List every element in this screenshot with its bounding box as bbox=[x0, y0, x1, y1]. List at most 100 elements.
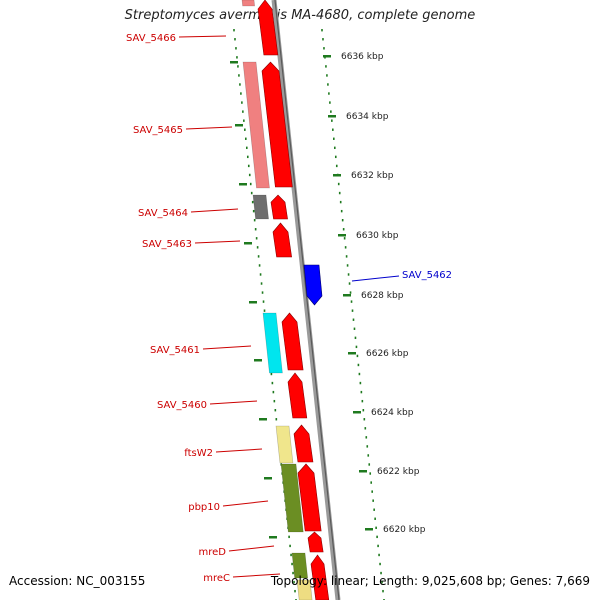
right-major-tick bbox=[338, 234, 346, 237]
scale-dot bbox=[335, 164, 338, 168]
scale-dot bbox=[248, 173, 251, 177]
right-major-tick bbox=[348, 352, 356, 355]
backbone-line bbox=[271, 0, 341, 600]
scale-dot bbox=[344, 246, 347, 249]
gene-label-leader bbox=[209, 400, 258, 405]
scale-dot bbox=[275, 418, 278, 421]
gene-label-left: mreC bbox=[203, 573, 230, 584]
scale-dot bbox=[259, 273, 262, 276]
forward-gene-arrow bbox=[270, 194, 288, 220]
gene-label-leader bbox=[222, 500, 269, 507]
scale-dot bbox=[370, 481, 373, 484]
scale-label: 6622 kbp bbox=[377, 467, 420, 477]
scale-dot bbox=[366, 445, 369, 448]
forward-gene-arrow bbox=[281, 312, 304, 371]
scale-dot bbox=[333, 137, 335, 140]
scale-dot bbox=[293, 580, 295, 584]
scale-dot bbox=[363, 418, 366, 421]
right-major-tick bbox=[343, 294, 351, 297]
gene-track-gold bbox=[296, 579, 313, 600]
scale-dot bbox=[339, 200, 342, 204]
left-major-tick bbox=[244, 242, 252, 245]
scale-dot bbox=[250, 191, 253, 195]
forward-gene-arrow bbox=[307, 531, 324, 553]
scale-dot bbox=[247, 164, 250, 168]
scale-dot bbox=[349, 291, 352, 294]
scale-dot bbox=[342, 228, 345, 231]
scale-dot bbox=[367, 454, 370, 457]
gene-label-left: SAV_5463 bbox=[142, 239, 192, 250]
scale-dot bbox=[322, 38, 324, 41]
gene-track-grey bbox=[252, 194, 269, 220]
scale-dot bbox=[333, 146, 336, 150]
right-major-tick bbox=[323, 55, 331, 58]
scale-label: 6636 kbp bbox=[341, 52, 384, 62]
gene-label-left: SAV_5460 bbox=[157, 400, 207, 411]
scale-dot bbox=[373, 508, 375, 511]
scale-dot bbox=[245, 146, 248, 150]
gene-label-left: SAV_5466 bbox=[126, 33, 176, 44]
scale-dot bbox=[337, 182, 340, 186]
forward-gene-arrow bbox=[261, 61, 293, 188]
gene-label-left: mreD bbox=[199, 547, 227, 558]
scale-dot bbox=[234, 38, 236, 41]
scale-dot bbox=[346, 264, 349, 267]
scale-dot bbox=[270, 372, 273, 376]
scale-dot bbox=[358, 372, 361, 376]
left-major-tick bbox=[230, 61, 238, 64]
scale-dot bbox=[272, 390, 275, 394]
scale-dot bbox=[274, 409, 277, 412]
scale-dot bbox=[345, 255, 348, 258]
scale-dot bbox=[262, 300, 265, 303]
scale-dot bbox=[380, 571, 382, 575]
right-major-tick bbox=[328, 115, 336, 118]
gene-track-olive bbox=[291, 552, 309, 579]
scale-dot bbox=[294, 589, 296, 593]
scale-dot bbox=[323, 47, 325, 50]
backbone-edge bbox=[274, 0, 340, 600]
forward-gene-arrow bbox=[310, 554, 330, 600]
forward-gene-arrow bbox=[287, 372, 308, 419]
scale-dot bbox=[368, 463, 371, 466]
scale-label: 6628 kbp bbox=[361, 291, 404, 301]
scale-dot bbox=[327, 83, 329, 86]
gene-track-olive bbox=[280, 463, 304, 533]
left-major-tick bbox=[239, 183, 247, 186]
left-major-tick bbox=[235, 124, 243, 127]
scale-dot bbox=[376, 535, 378, 539]
gene-label-left: SAV_5465 bbox=[133, 125, 183, 136]
scale-dot bbox=[372, 499, 374, 502]
scale-label: 6630 kbp bbox=[356, 231, 399, 241]
scale-dot bbox=[239, 83, 241, 86]
scale-dot bbox=[377, 544, 379, 548]
scale-dot bbox=[348, 282, 351, 285]
scale-dot bbox=[330, 110, 332, 113]
forward-gene-arrow bbox=[257, 0, 279, 56]
scale-dot bbox=[258, 264, 261, 267]
scale-dot bbox=[254, 228, 257, 231]
scale-dot bbox=[378, 553, 380, 557]
scale-dot bbox=[237, 65, 239, 68]
scale-dot bbox=[360, 390, 363, 394]
scale-dot bbox=[241, 101, 243, 104]
scale-dot bbox=[263, 309, 266, 312]
gene-track-salmon bbox=[241, 0, 255, 7]
scale-dot bbox=[374, 517, 376, 520]
gene-label-left: SAV_5464 bbox=[138, 208, 188, 219]
scale-dot bbox=[364, 427, 367, 430]
left-major-tick bbox=[269, 536, 277, 539]
gene-track-khaki bbox=[275, 425, 294, 464]
scale-dot bbox=[362, 409, 365, 412]
left-major-tick bbox=[249, 301, 257, 304]
gene-track-cyan bbox=[262, 312, 283, 374]
scale-dot bbox=[353, 327, 356, 330]
scale-dot bbox=[326, 74, 328, 77]
right-major-tick bbox=[333, 174, 341, 177]
scale-dot bbox=[340, 209, 343, 213]
gene-label-leader bbox=[202, 345, 252, 350]
scale-dot bbox=[260, 282, 263, 285]
scale-dot bbox=[379, 562, 381, 566]
scale-dot bbox=[351, 309, 354, 312]
gene-label-leader bbox=[178, 35, 227, 38]
scale-dot bbox=[331, 119, 333, 122]
